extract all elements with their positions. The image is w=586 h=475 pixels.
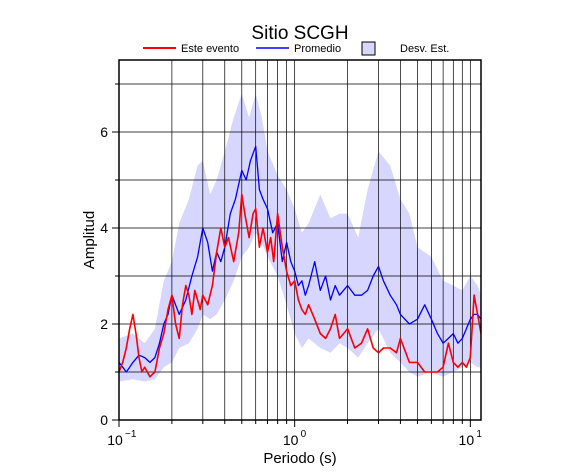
y-tick-label: 6 (100, 124, 108, 140)
legend-label-este-evento: Este evento (181, 43, 239, 55)
grid (119, 60, 481, 420)
std-dev-band (119, 93, 481, 382)
x-axis-label: Periodo (s) (263, 450, 336, 467)
y-axis-label: Amplitud (81, 211, 98, 269)
y-axis: 0 2 4 6 (100, 83, 119, 428)
y-tick-label: 2 (100, 316, 108, 332)
chart-title: Sitio SCGH (251, 23, 348, 44)
x-tick-label: 10 (459, 432, 475, 448)
y-tick-label: 0 (100, 412, 108, 428)
x-tick-label-exponent: 0 (301, 429, 307, 440)
legend-swatch-desv-est (361, 41, 376, 56)
y-tick-label: 4 (100, 220, 108, 236)
series-line-este-evento (119, 193, 481, 378)
x-tick-label-exponent: 1 (476, 429, 482, 440)
legend-label-desv-est: Desv. Est. (400, 43, 449, 55)
x-tick-label: 10 (283, 432, 299, 448)
x-axis: 10 −1 10 0 10 1 (107, 420, 482, 448)
x-tick-label-exponent: −1 (125, 429, 137, 440)
x-tick-label: 10 (107, 432, 123, 448)
legend-label-promedio: Promedio (294, 43, 341, 55)
legend: Este evento Promedio Desv. Est. (143, 41, 449, 56)
plot-frame (118, 59, 482, 421)
